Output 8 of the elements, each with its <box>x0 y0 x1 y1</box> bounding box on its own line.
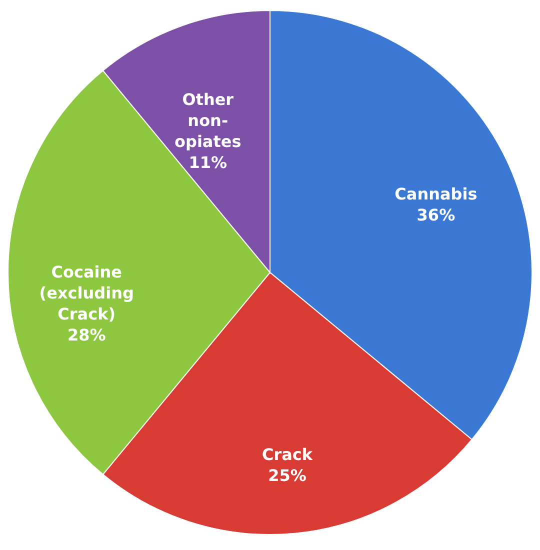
data-label: 36% <box>416 205 456 224</box>
slice-label: Cocaine (excluding Crack) <box>39 262 134 324</box>
data-label: 25% <box>268 466 306 486</box>
slice-label: Crack <box>262 445 313 464</box>
slice-label: Cannabis <box>394 184 478 204</box>
data-label: 11% <box>188 152 228 172</box>
data-label: 28% <box>67 326 106 344</box>
slice-label: Other non-opiates <box>174 90 242 151</box>
